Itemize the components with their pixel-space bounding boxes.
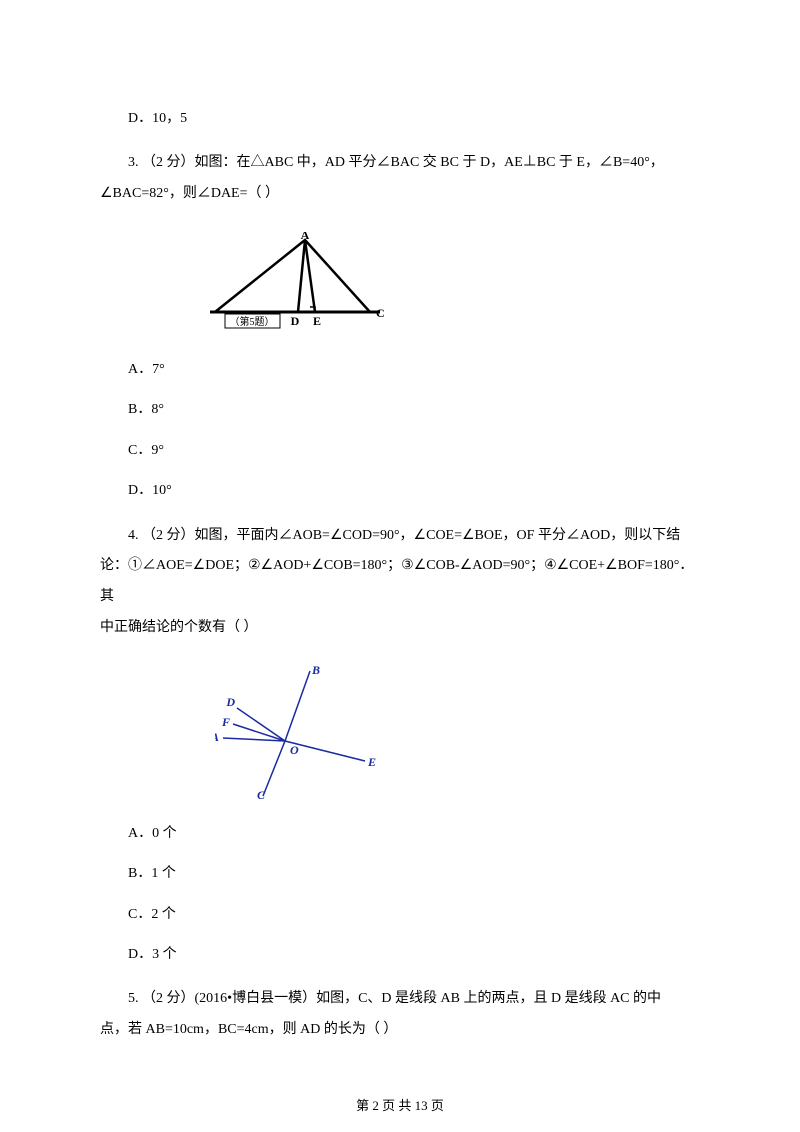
q4-stem-line1: 4. （2 分）如图，平面内∠AOB=∠COD=90°，∠COE=∠BOE，OF… bbox=[128, 528, 680, 543]
q3-figure: A B C D E （第5题） bbox=[210, 232, 700, 337]
q4-option-a: A．0 个 bbox=[100, 823, 700, 845]
q5-stem-line2: 点，若 AB=10cm，BC=4cm，则 AD 的长为（ ） bbox=[100, 1015, 397, 1046]
q3-stem-line2: ∠BAC=82°，则∠DAE=（ ） bbox=[100, 179, 279, 210]
q4-label-C: C bbox=[257, 788, 266, 801]
q4-label-E: E bbox=[367, 755, 376, 769]
q4-label-O: O bbox=[290, 743, 299, 757]
q3-figure-tag: （第5题） bbox=[230, 315, 275, 328]
q4-label-D: D bbox=[225, 695, 235, 709]
q5-stem: 5. （2 分）(2016•博白县一模）如图，C、D 是线段 AB 上的两点，且… bbox=[100, 984, 700, 1046]
q5-stem-line1: 5. （2 分）(2016•博白县一模）如图，C、D 是线段 AB 上的两点，且… bbox=[128, 991, 661, 1006]
q4-stem-line3: 中正确结论的个数有（ ） bbox=[100, 613, 258, 644]
q3-option-d: D．10° bbox=[100, 480, 700, 502]
q4-label-A: A bbox=[215, 730, 219, 744]
q2-option-d: D．10，5 bbox=[100, 108, 700, 130]
q3-stem: 3. （2 分）如图：在△ABC 中，AD 平分∠BAC 交 BC 于 D，AE… bbox=[100, 148, 700, 210]
q3-label-E: E bbox=[313, 314, 321, 328]
q4-stem: 4. （2 分）如图，平面内∠AOB=∠COD=90°，∠COE=∠BOE，OF… bbox=[100, 521, 700, 644]
q4-stem-line2: 论：①∠AOE=∠DOE；②∠AOD+∠COB=180°；③∠COB-∠AOD=… bbox=[100, 551, 700, 613]
q3-triangle-svg: A B C D E （第5题） bbox=[210, 232, 385, 337]
q4-option-b: B．1 个 bbox=[100, 863, 700, 885]
q4-label-B: B bbox=[311, 666, 320, 677]
q4-option-c: C．2 个 bbox=[100, 904, 700, 926]
q4-figure: A B C D E F O bbox=[215, 666, 700, 801]
page-footer: 第 2 页 共 13 页 bbox=[0, 1096, 800, 1117]
q3-option-b: B．8° bbox=[100, 399, 700, 421]
q3-label-A: A bbox=[301, 232, 310, 242]
q3-label-C: C bbox=[376, 306, 385, 320]
q4-rays-svg: A B C D E F O bbox=[215, 666, 390, 801]
q4-option-d: D．3 个 bbox=[100, 944, 700, 966]
q3-label-D: D bbox=[291, 314, 300, 328]
q3-stem-line1: 3. （2 分）如图：在△ABC 中，AD 平分∠BAC 交 BC 于 D，AE… bbox=[128, 155, 664, 170]
q4-label-F: F bbox=[221, 715, 230, 729]
q3-option-c: C．9° bbox=[100, 440, 700, 462]
q3-option-a: A．7° bbox=[100, 359, 700, 381]
